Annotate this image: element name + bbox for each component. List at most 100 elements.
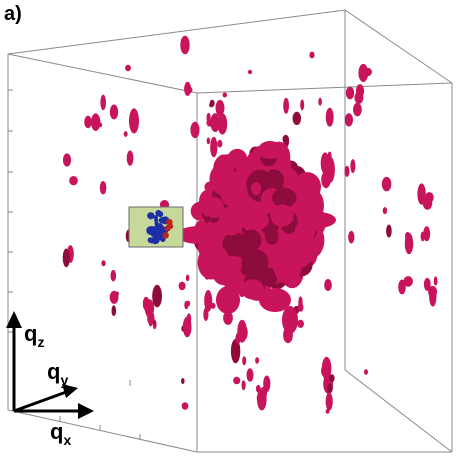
central-blob-lobe [232,190,248,207]
peak-blob [110,269,117,282]
inset-blue-blob [153,228,163,237]
peak-blob [217,139,223,148]
peak-blob [297,303,304,312]
peak-blob [309,51,315,59]
central-blob-lobe [265,228,279,245]
peak-blob [256,393,264,403]
central-blob-lobe [241,229,262,251]
peak-blob [123,131,128,137]
inset-blue-blob [149,229,154,235]
peak-blob [84,115,92,129]
peak-blob [100,94,106,111]
central-blob-arm [176,226,224,244]
peak-blob [422,196,433,210]
qx-axis-label: qx [50,419,72,449]
peak-blob [101,260,106,267]
qy-arrowhead [62,384,78,398]
peak-blob [246,368,254,382]
left-edge-ticks [8,89,13,333]
peak-blob [247,69,253,75]
peak-blob [255,357,260,364]
central-blob-arm [300,212,336,228]
peak-blob [344,165,350,177]
inset-blobs [146,210,174,245]
central-blob-arm [216,286,240,314]
central-blob-arm [282,306,298,334]
box-top-front-right-edge [196,82,453,94]
peak-blob [283,97,289,114]
peak-blob [364,369,368,375]
axis-triad [6,311,94,419]
peak-blob [186,300,191,307]
peak-blob [203,307,209,321]
peak-blob [62,153,72,167]
peak-blob [429,287,435,297]
box-top-back-edges [7,9,453,84]
peak-blob [109,104,119,120]
peak-blob [233,376,241,385]
peak-blob [142,296,150,311]
peak-blob [230,338,241,364]
peak-blob [344,113,353,127]
inset-blue-blob [147,212,155,220]
panel-label: a) [4,3,22,25]
peak-blob [147,310,155,325]
peak-blob [185,274,190,282]
bounding-box [7,9,453,453]
peak-blob [321,171,331,189]
peak-blob [325,392,333,411]
peak-blob [204,290,213,312]
box-bottom-back-edge [344,369,453,453]
inset-blue-blob [147,237,154,243]
peak-blob [111,305,117,317]
peak-blob [325,107,334,127]
peak-blob [381,176,392,192]
bottom-edge-ticks [59,380,141,439]
peak-blob [364,67,372,77]
peak-blob [423,226,431,242]
peak-blob [420,231,425,242]
peak-blob [241,380,246,391]
central-blob-lobe [262,268,278,287]
peak-blob [329,374,335,383]
peak-blob [297,319,304,328]
central-blob-lobe [224,261,236,276]
peak-blob [354,91,364,104]
peak-blob [318,97,322,106]
peak-blob [126,150,134,166]
central-blob-lobe [218,206,245,236]
peak-blob [181,378,185,384]
central-blob-lobe [274,256,301,284]
central-blob-lobe [241,279,264,300]
peak-blob [186,313,192,326]
peak-blob [217,113,228,135]
peak-blob [99,181,107,195]
peak-blob [206,137,211,145]
peak-blob [350,159,356,174]
peak-blob [190,121,200,139]
central-blob-lobe [295,187,318,215]
inset-blue-blob [157,211,164,218]
inset-red-blob [168,224,174,229]
central-blob-lobe [244,249,269,277]
peak-blob [300,99,305,111]
qy-axis-label: qy [47,359,69,389]
central-blob-lobe [203,244,228,269]
qz-arrowhead [6,311,22,328]
central-blob-lobe [248,211,270,230]
peak-blob [345,86,355,100]
inset-highlight-box [128,206,184,248]
inset-blue-blob [153,215,158,220]
inset-red-blob [162,232,169,239]
qx-arrowhead [78,403,94,419]
peak-blob [403,276,413,287]
peak-blob [91,113,101,131]
qy-axis-line [13,389,70,413]
bragg-peak-blobs [62,35,438,414]
central-blob-lobe [270,204,294,227]
central-blob-lobe [264,169,285,194]
peak-blob [210,136,218,158]
peak-blob [348,230,355,244]
peak-blob [386,224,392,238]
